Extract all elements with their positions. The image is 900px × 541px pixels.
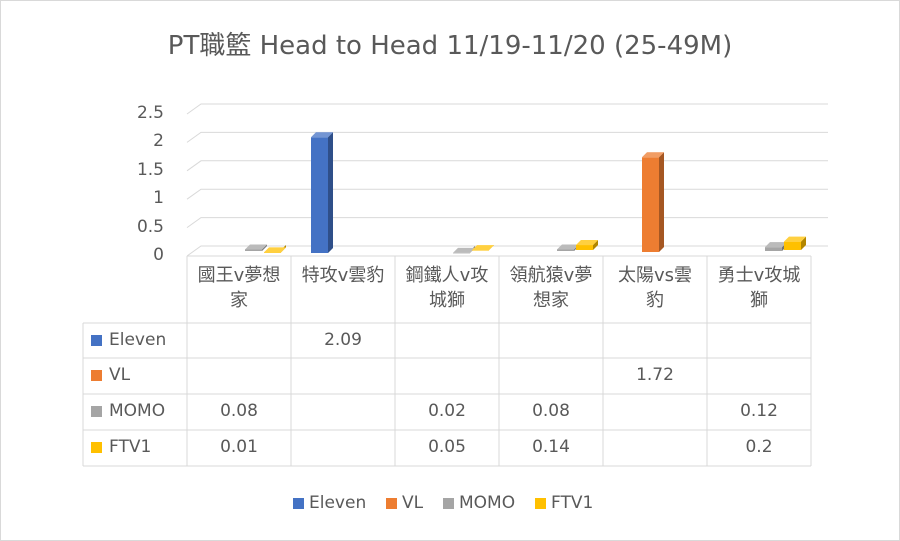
- table-value: 1.72: [636, 365, 674, 385]
- legend-label: Eleven: [309, 493, 367, 513]
- x-tick-label: 太陽vs雲豹: [617, 265, 693, 311]
- legend-key: [91, 335, 102, 346]
- bar: [245, 244, 267, 251]
- x-tick-label: 特攻v雲豹: [301, 265, 385, 286]
- legend-key: [443, 498, 454, 509]
- table-row-label: Eleven: [109, 330, 167, 350]
- table-value: 0.08: [220, 401, 258, 421]
- grid-line: [186, 217, 828, 229]
- bar: [311, 132, 333, 253]
- table-value: 0.14: [532, 437, 570, 457]
- table-value: 0.05: [428, 437, 466, 457]
- grid-line: [186, 245, 828, 257]
- table-value: 0.08: [532, 401, 570, 421]
- bar: [784, 236, 806, 250]
- grid-line: [186, 188, 828, 200]
- legend-label: FTV1: [551, 493, 594, 513]
- table-value: 0.01: [220, 437, 258, 457]
- x-tick-label: 勇士v攻城獅: [717, 265, 801, 311]
- legend-key: [91, 442, 102, 453]
- table-value: 2.09: [324, 330, 362, 350]
- y-tick-label: 1: [153, 188, 164, 209]
- table-row-label: FTV1: [109, 437, 152, 457]
- grid-line: [186, 103, 828, 115]
- legend-key: [91, 370, 102, 381]
- bar: [576, 240, 598, 250]
- chart-title: PT職籃 Head to Head 11/19-11/20 (25-49M): [167, 31, 733, 61]
- bar: [557, 244, 579, 251]
- x-tick-label: 領航猿v夢想家: [509, 265, 593, 311]
- table-row-label: MOMO: [109, 401, 166, 421]
- legend-key: [535, 498, 546, 509]
- y-tick-label: 2: [153, 131, 164, 152]
- x-tick-label: 國王v夢想家: [197, 265, 281, 311]
- table-value: 0.2: [745, 437, 773, 457]
- legend-key: [293, 498, 304, 509]
- table-value: 0.12: [740, 401, 778, 421]
- legend-key: [91, 406, 102, 417]
- bar: [642, 152, 664, 252]
- grid-line: [186, 131, 828, 143]
- bar: [264, 245, 286, 253]
- y-tick-label: 1.5: [136, 159, 164, 180]
- bar: [472, 245, 494, 251]
- table-row-label: VL: [109, 365, 131, 385]
- legend-key: [386, 498, 397, 509]
- grid-line: [186, 160, 828, 172]
- x-tick-label: 鋼鐵人v攻城獅: [405, 265, 489, 311]
- table-value: 0.02: [428, 401, 466, 421]
- bar: [765, 242, 787, 251]
- bar: [453, 246, 475, 254]
- y-tick-label: 2.5: [136, 103, 164, 123]
- y-tick-label: 0.5: [136, 216, 164, 237]
- legend-label: VL: [402, 493, 424, 513]
- legend-label: MOMO: [459, 493, 516, 513]
- y-tick-label: 0: [153, 245, 164, 265]
